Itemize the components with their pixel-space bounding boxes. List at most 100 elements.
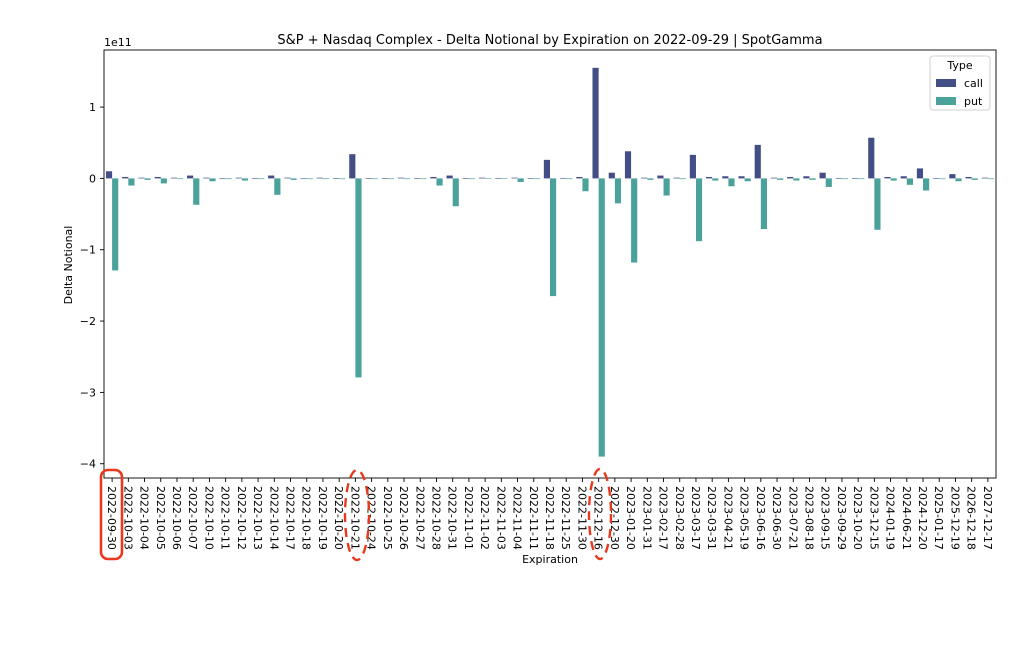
bar-put-2022-10-03 — [128, 178, 135, 186]
x-tick-label-2022-10-19: 2022-10-19 — [316, 486, 329, 550]
bar-call-2023-03-31 — [706, 176, 713, 179]
bar-put-2022-10-10 — [209, 178, 216, 182]
bar-call-2022-12-30 — [608, 172, 615, 179]
bar-call-2022-11-30 — [576, 176, 583, 179]
bar-put-2022-10-24 — [371, 178, 378, 180]
bar-call-2023-10-20 — [851, 178, 859, 179]
bar-put-2022-10-28 — [436, 178, 443, 186]
legend-label-call: call — [964, 77, 983, 90]
x-tick-label-2022-11-18: 2022-11-18 — [543, 486, 556, 550]
bar-put-2022-11-04 — [517, 178, 524, 182]
legend-swatch-put — [936, 97, 956, 105]
x-tick-label-2022-11-04: 2022-11-04 — [511, 486, 524, 550]
bar-put-2022-10-13 — [258, 178, 265, 180]
bar-call-2022-12-16 — [592, 67, 599, 179]
x-tick-label-2025-01-17: 2025-01-17 — [932, 486, 945, 550]
highlight-dashed-2022-10-21 — [343, 468, 371, 562]
bar-call-2022-10-03 — [122, 176, 129, 179]
bar-call-2022-11-18 — [543, 159, 550, 179]
bar-call-2022-10-31 — [446, 175, 453, 179]
y-tick-label: −2 — [80, 315, 96, 328]
x-tick-label-2022-10-31: 2022-10-31 — [446, 486, 459, 550]
highlight-annotations — [99, 467, 613, 562]
bar-call-2022-10-14 — [268, 175, 275, 179]
bar-put-2023-03-31 — [712, 178, 719, 181]
x-tick-label-2023-05-19: 2023-05-19 — [738, 486, 751, 550]
bar-put-2024-06-21 — [906, 178, 913, 185]
x-tick-label-2022-11-30: 2022-11-30 — [575, 486, 588, 550]
bar-call-2022-10-28 — [430, 176, 437, 179]
bar-call-2022-10-20 — [333, 178, 340, 179]
bar-put-2022-10-11 — [225, 178, 232, 180]
bar-call-2023-12-15 — [868, 137, 875, 179]
x-tick-label-2023-01-20: 2023-01-20 — [624, 486, 637, 550]
y-tick-label: 0 — [89, 172, 96, 185]
bar-call-2023-06-16 — [754, 144, 761, 179]
x-tick-label-2023-06-16: 2023-06-16 — [754, 486, 767, 550]
bar-put-2022-10-05 — [160, 178, 167, 184]
bar-put-2022-10-31 — [452, 178, 459, 207]
legend-frame — [929, 55, 991, 111]
x-tick-label-2022-10-26: 2022-10-26 — [397, 486, 410, 550]
bar-put-2023-01-31 — [647, 178, 654, 180]
x-tick-label-2022-11-25: 2022-11-25 — [559, 486, 572, 550]
bar-put-2022-10-27 — [420, 178, 427, 180]
x-tick-label-2022-10-18: 2022-10-18 — [300, 486, 313, 550]
bar-put-2022-11-01 — [468, 178, 476, 180]
bar-call-2022-10-19 — [316, 177, 323, 179]
bar-call-2022-11-03 — [495, 178, 502, 179]
bar-call-2022-11-02 — [478, 177, 486, 179]
x-tick-label-2022-10-28: 2022-10-28 — [429, 486, 442, 550]
chart-title: S&P + Nasdaq Complex - Delta Notional by… — [277, 33, 822, 48]
x-tick-label-2022-10-20: 2022-10-20 — [332, 486, 345, 550]
legend: Type call put — [929, 55, 991, 111]
bar-put-2022-10-06 — [176, 178, 184, 180]
bar-put-2022-11-25 — [566, 178, 573, 180]
x-tick-label-2022-11-03: 2022-11-03 — [494, 486, 507, 550]
x-tick-label-2022-10-25: 2022-10-25 — [381, 486, 394, 550]
x-tick-label-2023-04-21: 2023-04-21 — [721, 486, 734, 550]
x-tick-label-2022-10-13: 2022-10-13 — [251, 486, 264, 550]
x-tick-label-2022-10-03: 2022-10-03 — [121, 486, 134, 550]
bar-call-2022-10-24 — [365, 178, 372, 179]
bar-put-2023-05-19 — [744, 178, 751, 182]
bar-put-2023-02-17 — [663, 178, 670, 196]
highlight-dashed-2022-12-16 — [587, 467, 613, 561]
bar-put-2023-09-15 — [825, 178, 832, 187]
x-tick-label-2022-09-30: 2022-09-30 — [105, 486, 118, 550]
bar-call-2023-09-15 — [819, 172, 826, 179]
bar-call-2024-01-19 — [884, 176, 891, 179]
bar-put-2023-12-15 — [874, 178, 881, 230]
bar-put-2023-08-18 — [809, 178, 816, 180]
x-tick-label-2023-02-17: 2023-02-17 — [657, 486, 670, 550]
bar-call-2025-12-19 — [949, 174, 956, 179]
x-tick-label-2023-10-20: 2023-10-20 — [851, 486, 864, 550]
bar-call-2022-10-11 — [219, 178, 226, 179]
bar-call-2023-01-31 — [641, 177, 648, 179]
bar-put-2022-11-03 — [501, 178, 508, 179]
x-tick-label-2022-11-01: 2022-11-01 — [462, 486, 475, 550]
x-tick-label-2023-02-28: 2023-02-28 — [673, 486, 686, 550]
bar-call-2022-10-21 — [349, 154, 356, 179]
bar-call-2022-10-06 — [170, 177, 177, 179]
bar-put-2022-11-11 — [533, 178, 540, 180]
bar-call-2023-05-19 — [738, 176, 745, 179]
x-tick-label-2023-09-15: 2023-09-15 — [819, 486, 832, 550]
bar-call-2022-10-27 — [414, 178, 421, 179]
bar-call-2022-10-13 — [251, 178, 259, 179]
bar-call-2023-07-21 — [787, 176, 794, 179]
bar-put-2026-12-18 — [971, 178, 978, 180]
bar-call-2023-04-21 — [722, 176, 729, 179]
bar-call-2022-10-26 — [397, 177, 405, 179]
x-tick-label-2022-10-10: 2022-10-10 — [202, 486, 215, 550]
bar-put-2023-02-28 — [679, 178, 686, 180]
x-tick-label-2025-12-19: 2025-12-19 — [948, 486, 961, 550]
bar-put-2023-09-29 — [841, 178, 849, 180]
x-tick-label-2024-01-19: 2024-01-19 — [884, 486, 897, 550]
x-tick-label-2022-10-05: 2022-10-05 — [154, 486, 167, 550]
x-tick-label-2023-07-21: 2023-07-21 — [786, 486, 799, 550]
x-tick-label-2022-12-16: 2022-12-16 — [592, 486, 605, 550]
x-tick-label-2023-01-31: 2023-01-31 — [640, 486, 653, 550]
x-tick-label-2026-12-18: 2026-12-18 — [965, 486, 978, 550]
